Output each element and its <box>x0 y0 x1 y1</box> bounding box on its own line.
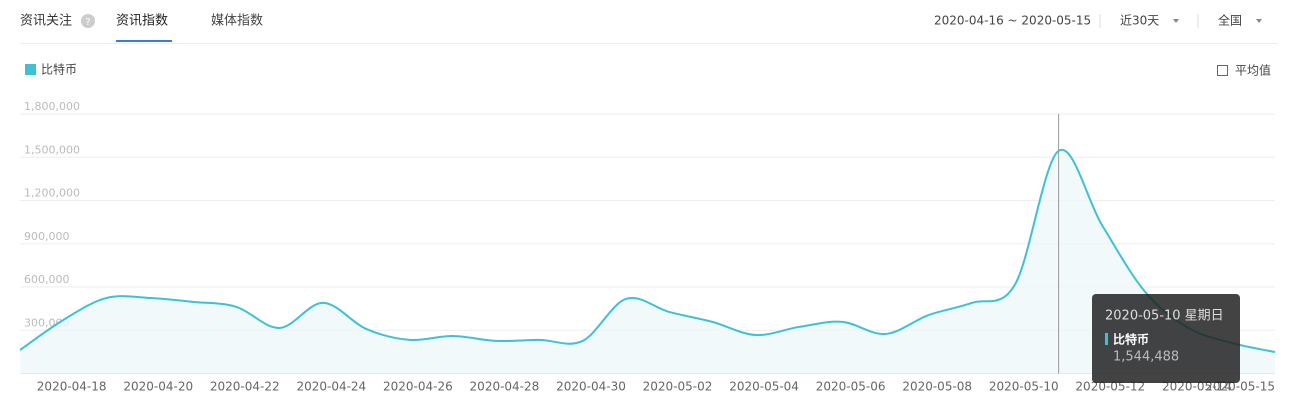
x-tick-label: 2020-05-04 <box>729 380 799 394</box>
x-tick-label: 2020-04-28 <box>470 380 540 394</box>
section-title: 资讯关注 <box>20 14 72 29</box>
tooltip <box>1092 294 1240 383</box>
dropdown-arrow <box>1173 19 1179 23</box>
x-tick-label: 2020-04-26 <box>383 380 453 394</box>
tooltip-value: 1,544,488 <box>1113 350 1179 365</box>
x-tick-label: 2020-04-20 <box>123 380 193 394</box>
x-tick-label: 2020-05-06 <box>816 380 886 394</box>
x-tick-label: 2020-05-08 <box>902 380 972 394</box>
average-label[interactable]: 平均值 <box>1235 63 1271 78</box>
y-tick-label: 1,500,000 <box>24 143 80 156</box>
tab[interactable]: 资讯指数 <box>116 14 168 29</box>
tooltip-series: 比特币 <box>1113 332 1149 347</box>
tooltip-title: 2020-05-10 星期日 <box>1105 309 1224 324</box>
y-tick-label: 600,000 <box>24 273 70 286</box>
help-mark: ? <box>85 17 90 28</box>
y-tick-label: 1,200,000 <box>24 187 80 200</box>
tooltip-swatch <box>1105 333 1108 345</box>
y-tick-label: 1,800,000 <box>24 100 80 113</box>
date-range[interactable]: 2020-04-16 ~ 2020-05-15 <box>934 14 1091 28</box>
area <box>20 149 1275 374</box>
line <box>19 148 1276 353</box>
tab-underline <box>116 40 172 42</box>
x-tick-label: 2020-04-30 <box>556 380 626 394</box>
legend-swatch <box>25 64 36 75</box>
x-tick-label: 2020-04-18 <box>37 380 107 394</box>
region-select[interactable]: 全国 <box>1218 13 1242 28</box>
checkbox[interactable] <box>1217 65 1228 76</box>
dropdown-arrow <box>1256 19 1262 23</box>
legend-label: 比特币 <box>41 62 77 77</box>
x-tick-label: 2020-04-24 <box>296 380 366 394</box>
x-tick-label: 2020-05-10 <box>989 380 1059 394</box>
x-tick-label: 2020-05-02 <box>643 380 713 394</box>
x-tick-label: 2020-04-22 <box>210 380 280 394</box>
y-tick-label: 900,000 <box>24 230 70 243</box>
period-select[interactable]: 近30天 <box>1120 14 1159 28</box>
help-icon[interactable] <box>81 14 95 28</box>
tab[interactable]: 媒体指数 <box>211 14 263 29</box>
